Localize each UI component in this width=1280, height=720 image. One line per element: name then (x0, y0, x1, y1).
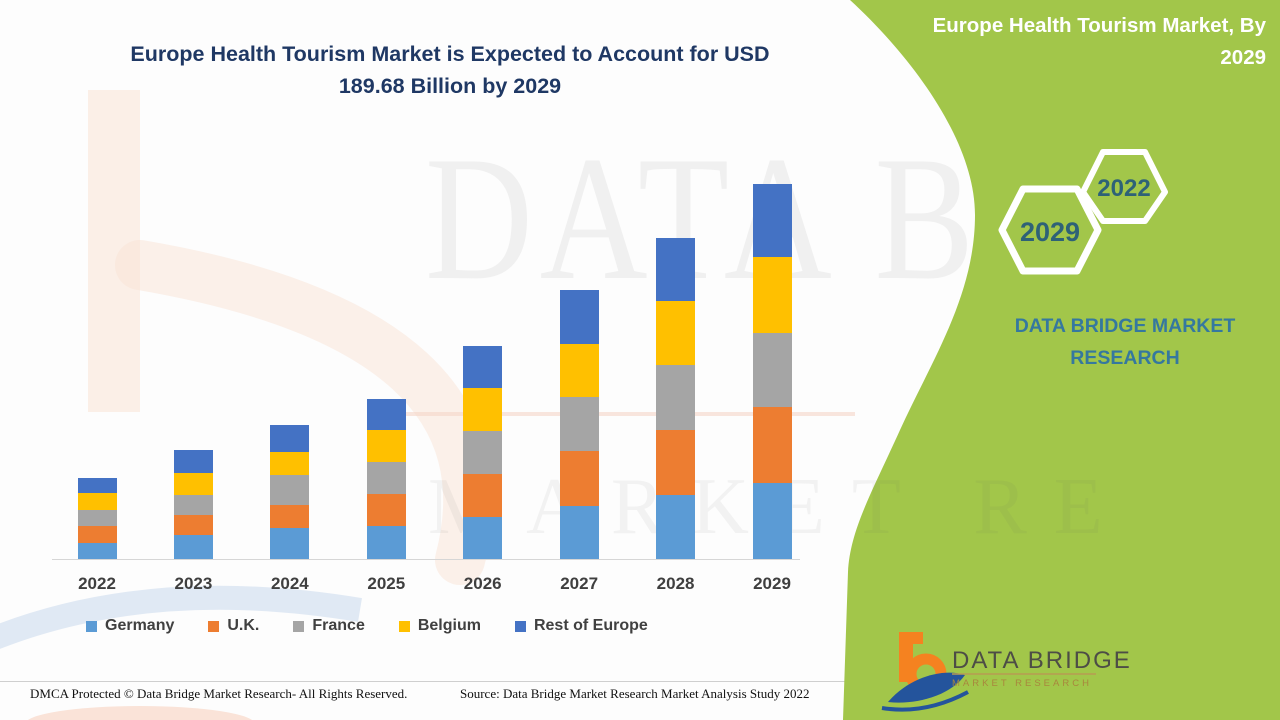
bar-segment-2026-germany (463, 517, 503, 559)
bar-segment-2029-france (752, 333, 792, 407)
bar-segment-2027-u-k (559, 451, 599, 507)
bar-segment-2022-france (77, 509, 117, 527)
legend-item-france: France (293, 617, 365, 635)
bar-segment-2028-rest-of-europe (656, 237, 696, 301)
watermark-blue-swoosh (0, 585, 362, 649)
bar-segment-2022-belgium (77, 493, 117, 510)
footer-dmca-text: DMCA Protected © Data Bridge Market Rese… (30, 686, 408, 701)
bar-segment-2028-france (656, 364, 696, 430)
bar-segment-2025-u-k (366, 493, 406, 527)
x-axis-label-2027: 2027 (560, 574, 599, 593)
bar-segment-2022-u-k (77, 526, 117, 543)
bar-segment-2023-germany (173, 534, 213, 559)
legend-label-belgium: Belgium (417, 617, 481, 634)
bar-segment-2029-germany (752, 483, 792, 559)
bar-segment-2024-france (270, 474, 310, 506)
legend-label-u-k: U.K. (227, 617, 260, 634)
x-axis-label-2023: 2023 (174, 574, 213, 593)
bar-segment-2028-belgium (656, 300, 696, 365)
bar-segment-2026-belgium (463, 388, 503, 432)
bar-2026 (463, 346, 503, 559)
bar-segment-2024-u-k (270, 505, 310, 529)
bar-2022 (77, 478, 117, 559)
x-axis-label-2028: 2028 (656, 574, 695, 593)
bar-segment-2029-rest-of-europe (752, 183, 792, 257)
x-axis-label-2025: 2025 (367, 574, 406, 593)
bar-segment-2025-germany (366, 526, 406, 559)
green-panel-shape (843, 0, 1280, 720)
watermark-pink-line (390, 412, 855, 416)
x-axis-label-2022: 2022 (78, 574, 116, 593)
bar-segment-2023-france (173, 494, 213, 515)
legend-swatch-germany (86, 620, 97, 632)
chart-title-line1: Europe Health Tourism Market is Expected… (130, 42, 770, 66)
bar-segment-2023-u-k (173, 514, 213, 535)
legend-swatch-u-k (208, 620, 220, 632)
bar-segment-2028-germany (656, 494, 696, 559)
watermark-peach-blob (27, 706, 253, 720)
bar-segment-2024-rest-of-europe (270, 424, 310, 452)
bar-segment-2025-rest-of-europe (366, 398, 406, 430)
chart-legend: Germany U.K. France Belgium Rest of Europe (86, 617, 648, 635)
footer-source-text: Source: Data Bridge Market Research Mark… (460, 686, 810, 701)
legend-label-germany: Germany (105, 617, 175, 634)
legend-item-u-k: U.K. (208, 617, 259, 635)
bar-segment-2026-u-k (463, 473, 503, 518)
bar-2023 (173, 449, 213, 559)
legend-item-rest-of-europe: Rest of Europe (514, 617, 648, 635)
bar-2025 (366, 398, 406, 559)
chart-title-line2: 189.68 Billion by 2029 (338, 74, 562, 98)
bar-segment-2022-germany (77, 542, 117, 559)
legend-swatch-rest-of-europe (514, 620, 526, 632)
legend-item-belgium: Belgium (398, 617, 481, 635)
legend-label-rest-of-europe: Rest of Europe (533, 617, 648, 634)
bar-segment-2026-rest-of-europe (463, 346, 503, 389)
bar-segment-2027-france (559, 396, 599, 452)
legend-swatch-france (293, 620, 305, 632)
bar-segment-2029-belgium (752, 256, 792, 334)
bar-segment-2023-rest-of-europe (173, 449, 213, 474)
bar-segment-2024-belgium (270, 451, 310, 475)
legend-label-france: France (312, 617, 365, 634)
bar-segment-2027-belgium (559, 344, 599, 397)
bar-segment-2027-rest-of-europe (559, 290, 599, 345)
bar-2029 (752, 183, 792, 559)
chart-title: Europe Health Tourism Market is Expected… (35, 38, 865, 102)
legend-item-germany: Germany (86, 617, 174, 635)
x-axis-label-2026: 2026 (463, 574, 502, 593)
bar-segment-2022-rest-of-europe (77, 478, 117, 494)
bar-2028 (656, 237, 696, 559)
bar-segment-2027-germany (559, 506, 599, 559)
bar-segment-2023-belgium (173, 473, 213, 495)
bar-2027 (559, 290, 599, 559)
footer-divider (0, 681, 856, 682)
x-axis-label-2029: 2029 (753, 574, 791, 593)
legend-swatch-belgium (398, 620, 410, 632)
bar-segment-2025-france (366, 462, 406, 494)
bar-segment-2028-u-k (656, 429, 696, 495)
bar-2024 (270, 424, 310, 559)
bar-segment-2024-germany (270, 528, 310, 559)
x-axis-line (52, 559, 800, 560)
bar-segment-2025-belgium (366, 429, 406, 463)
bar-segment-2029-u-k (752, 406, 792, 484)
x-axis-label-2024: 2024 (270, 574, 309, 593)
bar-segment-2026-france (463, 431, 503, 474)
